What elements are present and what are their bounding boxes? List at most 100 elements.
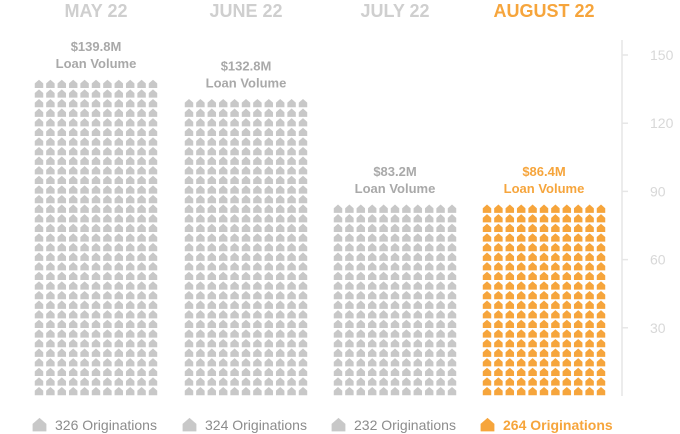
house-icon bbox=[505, 290, 515, 300]
house-icon bbox=[218, 233, 228, 242]
house-icon bbox=[298, 358, 308, 367]
origination-label: 326 Originations bbox=[55, 417, 157, 433]
house-icon bbox=[573, 367, 583, 377]
house-icon bbox=[551, 223, 560, 233]
house-icon bbox=[264, 175, 274, 185]
month-column: AUGUST 22 $86.4M Loan Volume bbox=[482, 1, 606, 396]
month-column: JULY 22 $83.2M Loan Volume bbox=[333, 1, 457, 396]
house-icon bbox=[230, 118, 239, 127]
house-icon bbox=[80, 127, 89, 137]
house-icon bbox=[46, 358, 55, 367]
house-icon bbox=[253, 194, 262, 204]
house-icon bbox=[413, 223, 423, 233]
house-icon bbox=[551, 377, 560, 386]
house-icon bbox=[390, 214, 400, 223]
month-title: JULY 22 bbox=[360, 1, 429, 21]
house-icon bbox=[539, 358, 549, 367]
house-icon bbox=[148, 156, 158, 165]
house-icon bbox=[551, 281, 560, 290]
house-icon bbox=[184, 146, 194, 156]
house-icon bbox=[125, 223, 135, 233]
house-icon bbox=[196, 156, 205, 165]
house-icon bbox=[528, 252, 537, 261]
house-icon bbox=[275, 204, 285, 213]
house-icon bbox=[196, 137, 205, 146]
house-icon bbox=[148, 329, 158, 338]
house-icon bbox=[91, 338, 101, 348]
house-icon bbox=[345, 377, 354, 386]
house-icon bbox=[125, 300, 135, 309]
house-icon bbox=[573, 386, 583, 396]
house-icon bbox=[390, 348, 400, 357]
house-icon bbox=[196, 377, 205, 386]
house-icon bbox=[516, 204, 526, 213]
house-icon bbox=[80, 79, 89, 89]
house-icon bbox=[494, 329, 503, 338]
house-icon bbox=[137, 319, 146, 329]
house-icon bbox=[562, 233, 572, 242]
house-icon bbox=[32, 417, 47, 432]
house-icon bbox=[539, 252, 549, 261]
house-icon bbox=[68, 175, 78, 185]
house-icon bbox=[34, 358, 44, 367]
house-icon bbox=[596, 281, 606, 290]
house-icon bbox=[298, 281, 308, 290]
house-icon bbox=[482, 214, 492, 223]
house-icon bbox=[103, 310, 112, 319]
house-icon bbox=[528, 271, 537, 281]
origination-label: 264 Originations bbox=[503, 417, 613, 433]
y-tick-label: 60 bbox=[650, 252, 666, 268]
house-icon bbox=[103, 127, 112, 137]
house-icon bbox=[57, 127, 67, 137]
house-icon bbox=[184, 175, 194, 185]
house-icon bbox=[390, 242, 400, 252]
house-icon bbox=[46, 310, 55, 319]
house-icon bbox=[34, 338, 44, 348]
house-icon bbox=[494, 300, 503, 309]
house-icon bbox=[379, 204, 388, 213]
house-icon bbox=[264, 223, 274, 233]
house-icon bbox=[46, 252, 55, 261]
house-icon bbox=[148, 386, 158, 396]
house-icon bbox=[196, 223, 205, 233]
house-icon bbox=[253, 338, 262, 348]
house-icon bbox=[137, 166, 146, 175]
house-icon bbox=[114, 79, 124, 89]
house-icon bbox=[253, 281, 262, 290]
house-icon bbox=[367, 319, 377, 329]
house-icon bbox=[367, 290, 377, 300]
house-icon bbox=[184, 223, 194, 233]
house-icon bbox=[241, 252, 251, 261]
house-icon bbox=[298, 118, 308, 127]
house-icon bbox=[57, 166, 67, 175]
house-icon bbox=[207, 223, 217, 233]
house-icon bbox=[253, 175, 262, 185]
house-icon bbox=[253, 290, 262, 300]
house-icon bbox=[148, 214, 158, 223]
house-icon bbox=[402, 223, 411, 233]
house-icon bbox=[516, 223, 526, 233]
house-icon bbox=[230, 262, 239, 271]
house-icon bbox=[562, 223, 572, 233]
house-icon bbox=[218, 290, 228, 300]
house-icon bbox=[207, 367, 217, 377]
house-icon bbox=[241, 271, 251, 281]
value-bar bbox=[333, 204, 457, 396]
house-icon bbox=[345, 367, 354, 377]
house-icon bbox=[356, 348, 366, 357]
house-icon bbox=[103, 271, 112, 281]
house-icon bbox=[207, 137, 217, 146]
house-icon bbox=[253, 367, 262, 377]
house-icon bbox=[125, 175, 135, 185]
house-icon bbox=[379, 252, 388, 261]
house-icon bbox=[562, 214, 572, 223]
house-icon bbox=[505, 214, 515, 223]
house-icon bbox=[46, 194, 55, 204]
house-icon bbox=[241, 185, 251, 194]
house-icon bbox=[103, 338, 112, 348]
house-icon bbox=[34, 137, 44, 146]
house-icon bbox=[114, 377, 124, 386]
house-icon bbox=[345, 338, 354, 348]
house-icon bbox=[137, 377, 146, 386]
house-icon bbox=[103, 252, 112, 261]
